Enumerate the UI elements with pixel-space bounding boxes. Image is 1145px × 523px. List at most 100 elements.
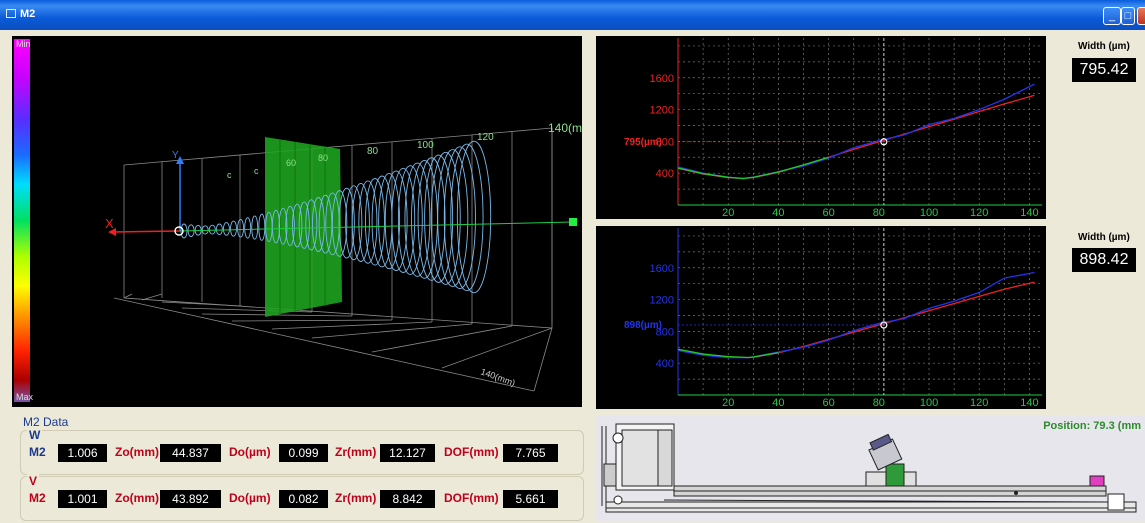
caustic-ring — [271, 209, 280, 244]
x-tick-label: 140 — [1020, 207, 1038, 219]
y-tick-label: 400 — [656, 358, 674, 370]
w-do-label: Do(µm) — [229, 445, 271, 459]
cursor-marker — [880, 138, 888, 146]
beam-3d-view[interactable]: Min Max — [12, 36, 582, 407]
x-tick-label: 60 — [822, 397, 834, 409]
cursor-marker — [880, 321, 888, 329]
caustic-ring — [397, 165, 423, 275]
width-value-w: 795.42 — [1072, 58, 1136, 82]
caustic-ring — [384, 170, 408, 272]
v-do-value: 0.082 — [279, 490, 328, 508]
caustic-ring — [298, 201, 310, 249]
v-zo-value: 43.892 — [160, 490, 221, 508]
stage-position: Position: 79.3 (mm — [1043, 420, 1141, 432]
width-label-v: Width (µm) — [1078, 232, 1130, 243]
caustic-ring — [437, 149, 469, 287]
colorbar-min-label: Min — [16, 39, 31, 49]
x-tick-label: 40 — [772, 397, 784, 409]
caustic-ring — [305, 199, 318, 251]
view3d-tick-120: 120 — [477, 132, 494, 143]
v-m2-label: M2 — [29, 491, 46, 505]
y-tick-label: 1200 — [650, 295, 674, 307]
svg-text:80: 80 — [318, 153, 328, 163]
caustic-ring — [318, 194, 333, 254]
w-zo-label: Zo(mm) — [115, 445, 159, 459]
w-group-label: W — [27, 428, 43, 442]
caustic-ring — [291, 203, 303, 248]
caustic-ring — [378, 173, 401, 270]
x-tick-label: 100 — [920, 207, 938, 219]
caustic-ring — [365, 178, 385, 266]
close-button[interactable] — [1137, 7, 1145, 25]
y-tick-label: 800 — [656, 136, 674, 148]
v-data-group: V M2 1.001 Zo(mm) 43.892 Do(µm) 0.082 Zr… — [20, 474, 584, 521]
caustic-ring — [443, 146, 476, 290]
y-axis-label: Y — [172, 150, 179, 161]
caustic-ring — [244, 217, 252, 239]
svg-text:c: c — [254, 166, 259, 176]
series-line — [677, 83, 1035, 180]
right-panel: 20 40 60 80 100 120 140 400 800 1200 1600 795(µm) W… — [594, 33, 1145, 522]
width-label-w: Width (µm) — [1078, 41, 1130, 52]
v-do-label: Do(µm) — [229, 491, 271, 505]
w-zo-value: 44.837 — [160, 444, 221, 462]
y-tick-label: 1200 — [650, 105, 674, 117]
x-tick-label: 40 — [772, 207, 784, 219]
x-tick-label: 120 — [970, 207, 988, 219]
caustic-ring — [351, 182, 370, 262]
intensity-colorbar — [14, 39, 30, 402]
x-tick-label: 120 — [970, 397, 988, 409]
w-dof-value: 7.765 — [503, 444, 558, 462]
maximize-button[interactable]: □ — [1121, 7, 1135, 25]
caustic-ring — [331, 190, 348, 257]
translation-stage-view[interactable]: Position: 79.3 (mm — [596, 416, 1145, 522]
view3d-tick-80: 80 — [367, 146, 379, 157]
x-tick-label: 20 — [722, 397, 734, 409]
caustic-ring — [258, 213, 266, 241]
caustic-ring — [237, 219, 245, 238]
view3d-bottom-axis-label: 140(mm) — [479, 366, 516, 388]
x-tick-label: 60 — [822, 207, 834, 219]
w-zr-value: 12.127 — [380, 444, 435, 462]
caustic-ring — [251, 215, 259, 240]
w-m2-value: 1.006 — [58, 444, 107, 462]
caustic-ring — [391, 167, 416, 273]
series-line — [677, 271, 1035, 359]
y-tick-label: 400 — [656, 168, 674, 180]
cursor-value-label: 795(µm) — [624, 137, 662, 148]
y-tick-label: 1600 — [650, 263, 674, 275]
caustic-ring — [311, 197, 325, 252]
v-zr-label: Zr(mm) — [335, 491, 377, 505]
client-area: Min Max — [0, 30, 1145, 522]
caustic-ring — [285, 205, 295, 247]
caustic-ring — [338, 187, 355, 259]
colorbar-max-label: Max — [16, 392, 34, 402]
v-dof-value: 5.661 — [503, 490, 558, 508]
caustic-ring — [278, 207, 288, 245]
caustic-ring — [424, 154, 454, 283]
stage-drawing — [601, 423, 1137, 513]
y-tick-label: 1600 — [650, 73, 674, 85]
title-bar[interactable]: M2 _ □ — [0, 0, 1145, 30]
width-value-v: 898.42 — [1072, 248, 1136, 272]
caustic-ring — [417, 157, 446, 281]
width-chart-v[interactable]: 20 40 60 80 100 120 140 400 800 1200 1600 898(µm) — [596, 226, 1046, 409]
width-chart-w[interactable]: 20 40 60 80 100 120 140 400 800 1200 1600 795(µm) — [596, 36, 1046, 219]
caustic-ring — [222, 222, 230, 236]
caustic-ring — [450, 143, 484, 292]
caustic-ring — [230, 220, 237, 237]
w-dof-label: DOF(mm) — [444, 445, 499, 459]
window-title: M2 — [20, 8, 36, 20]
caustic-ring — [208, 224, 216, 235]
minimize-button[interactable]: _ — [1103, 7, 1121, 25]
caustic-ring — [371, 175, 393, 268]
x-tick-label: 20 — [722, 207, 734, 219]
v-zo-label: Zo(mm) — [115, 491, 159, 505]
caustic-ring — [456, 140, 492, 294]
v-m2-value: 1.001 — [58, 490, 107, 508]
x-tick-label: 80 — [873, 207, 885, 219]
y-tick-label: 800 — [656, 326, 674, 338]
x-axis-label: X — [105, 216, 114, 231]
x-tick-label: 100 — [920, 397, 938, 409]
cursor-value-label: 898(µm) — [624, 320, 662, 331]
